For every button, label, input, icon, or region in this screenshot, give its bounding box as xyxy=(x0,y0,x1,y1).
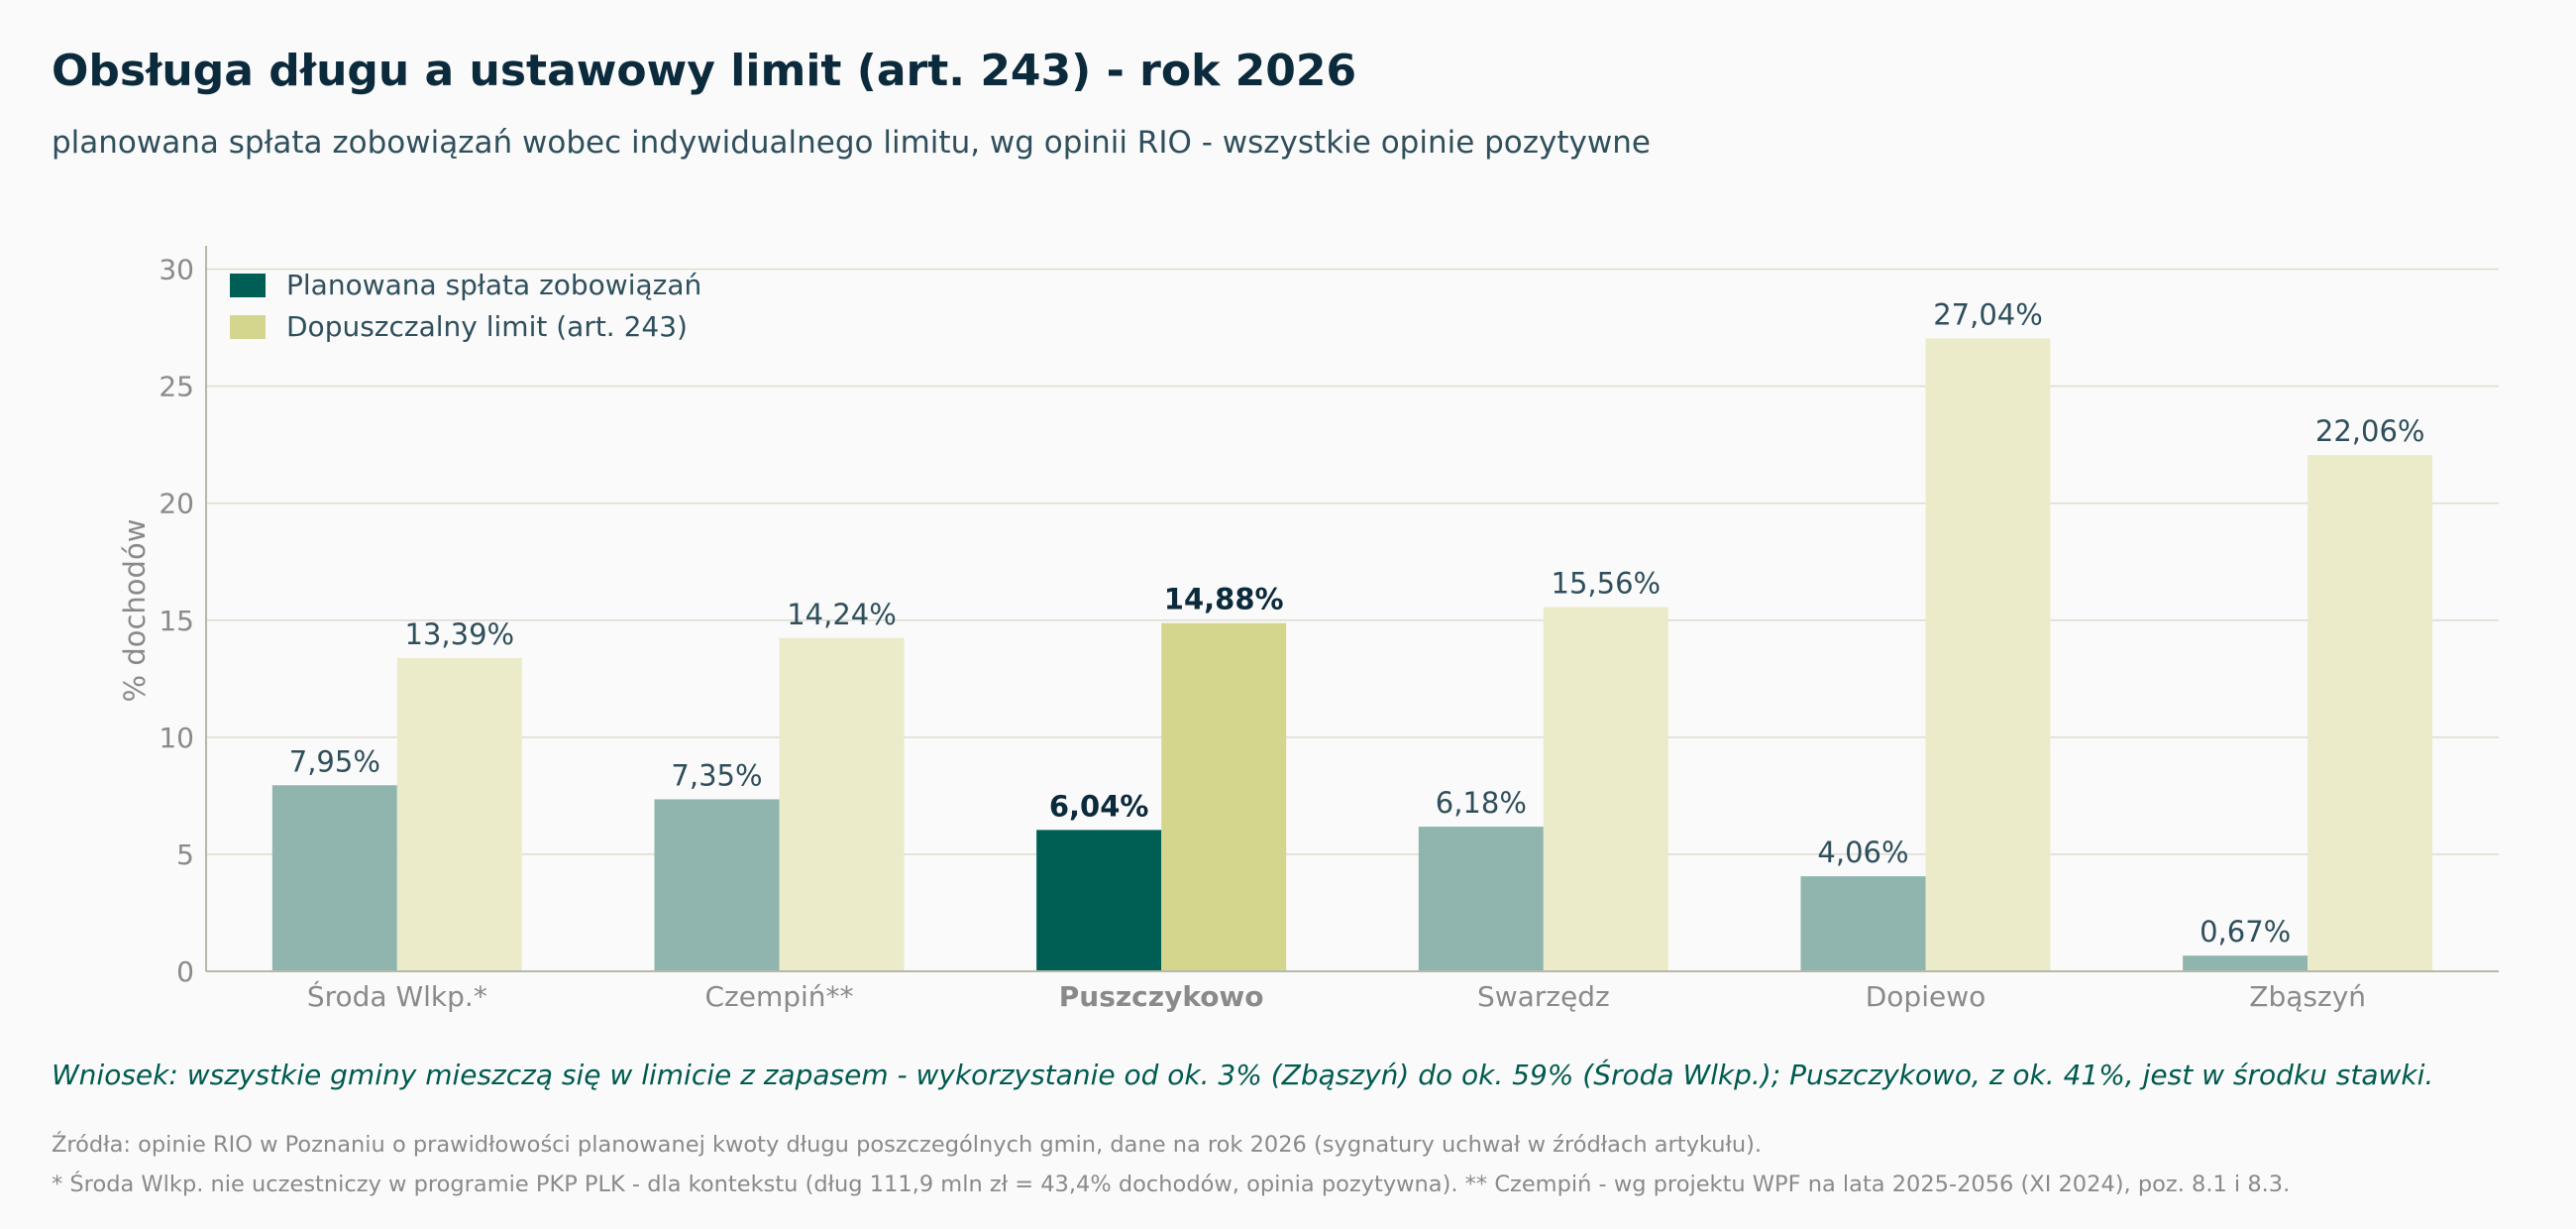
conclusion-note: Wniosek: wszystkie gminy mieszczą się w … xyxy=(52,1059,2434,1091)
bar-value-label: 0,67% xyxy=(2200,915,2291,949)
grid-lines xyxy=(206,268,2499,855)
bar-value-label: 14,24% xyxy=(787,598,897,631)
source-note: Źródła: opinie RIO w Poznaniu o prawidło… xyxy=(52,1132,1763,1158)
x-tick-label: Zbąszyń xyxy=(2249,980,2366,1013)
bar-limit xyxy=(2308,455,2433,971)
y-axis-label: % dochodów xyxy=(118,519,152,703)
bar-planned-repayment xyxy=(654,799,780,971)
legend-swatch xyxy=(230,274,266,297)
bar-planned-repayment xyxy=(1036,830,1162,971)
chart-title: Obsługa długu a ustawowy limit (art. 243… xyxy=(52,46,1357,96)
bar-value-label: 6,04% xyxy=(1049,789,1149,823)
legend-label: Planowana spłata zobowiązań xyxy=(286,269,701,301)
legend: Planowana spłata zobowiązań Dopuszczalny … xyxy=(230,269,701,343)
axes: 0 5 10 15 20 25 30 % dochodów Środa Wlkp.* Czempi… xyxy=(118,246,2499,1013)
bar-value-label: 15,56% xyxy=(1552,567,1662,601)
legend-swatch xyxy=(230,315,266,339)
bar-chart: 7,95% 13,39% 7,35% 14,24% 6,04% 14,88% 6,18% 15… xyxy=(118,246,2499,1013)
bar-planned-repayment xyxy=(1418,827,1544,971)
bar-limit xyxy=(1543,607,1668,971)
x-tick-label: Puszczykowo xyxy=(1059,980,1264,1013)
y-tick-label: 25 xyxy=(159,371,194,403)
bar-limit xyxy=(396,657,522,971)
bar-planned-repayment xyxy=(271,785,397,971)
x-tick-label: Czempiń** xyxy=(704,980,853,1013)
footnote: * Środa Wlkp. nie uczestniczy w programi… xyxy=(52,1172,2291,1197)
chart-subtitle: planowana spłata zobowiązań wobec indywi… xyxy=(52,125,1651,161)
bar-value-label: 14,88% xyxy=(1164,583,1284,616)
x-tick-label: Dopiewo xyxy=(1866,980,1986,1013)
bar-value-label: 27,04% xyxy=(1933,298,2043,332)
y-tick-label: 10 xyxy=(159,722,194,754)
bar-value-label: 4,06% xyxy=(1817,836,1908,869)
legend-label: Dopuszczalny limit (art. 243) xyxy=(286,310,688,343)
bar-planned-repayment xyxy=(1800,876,1926,971)
y-tick-label: 15 xyxy=(159,605,194,637)
bar-planned-repayment xyxy=(2183,955,2308,971)
x-tick-label: Środa Wlkp.* xyxy=(307,979,487,1013)
bar-value-label: 13,39% xyxy=(405,617,515,651)
bar-value-label: 22,06% xyxy=(2315,414,2425,448)
data-labels: 7,95% 13,39% 7,35% 14,24% 6,04% 14,88% 6,18% 15… xyxy=(289,298,2425,950)
bar-value-label: 6,18% xyxy=(1436,786,1527,820)
x-tick-label: Swarzędz xyxy=(1477,980,1610,1013)
bar-value-label: 7,35% xyxy=(671,758,762,792)
bar-limit xyxy=(779,637,905,971)
bar-limit xyxy=(1925,338,2051,972)
bar-limit xyxy=(1161,622,1287,971)
y-tick-label: 0 xyxy=(176,955,194,988)
bars xyxy=(271,338,2433,972)
bar-value-label: 7,95% xyxy=(289,744,380,778)
y-tick-label: 5 xyxy=(176,838,194,871)
y-tick-label: 30 xyxy=(159,254,194,286)
y-tick-label: 20 xyxy=(159,488,194,520)
